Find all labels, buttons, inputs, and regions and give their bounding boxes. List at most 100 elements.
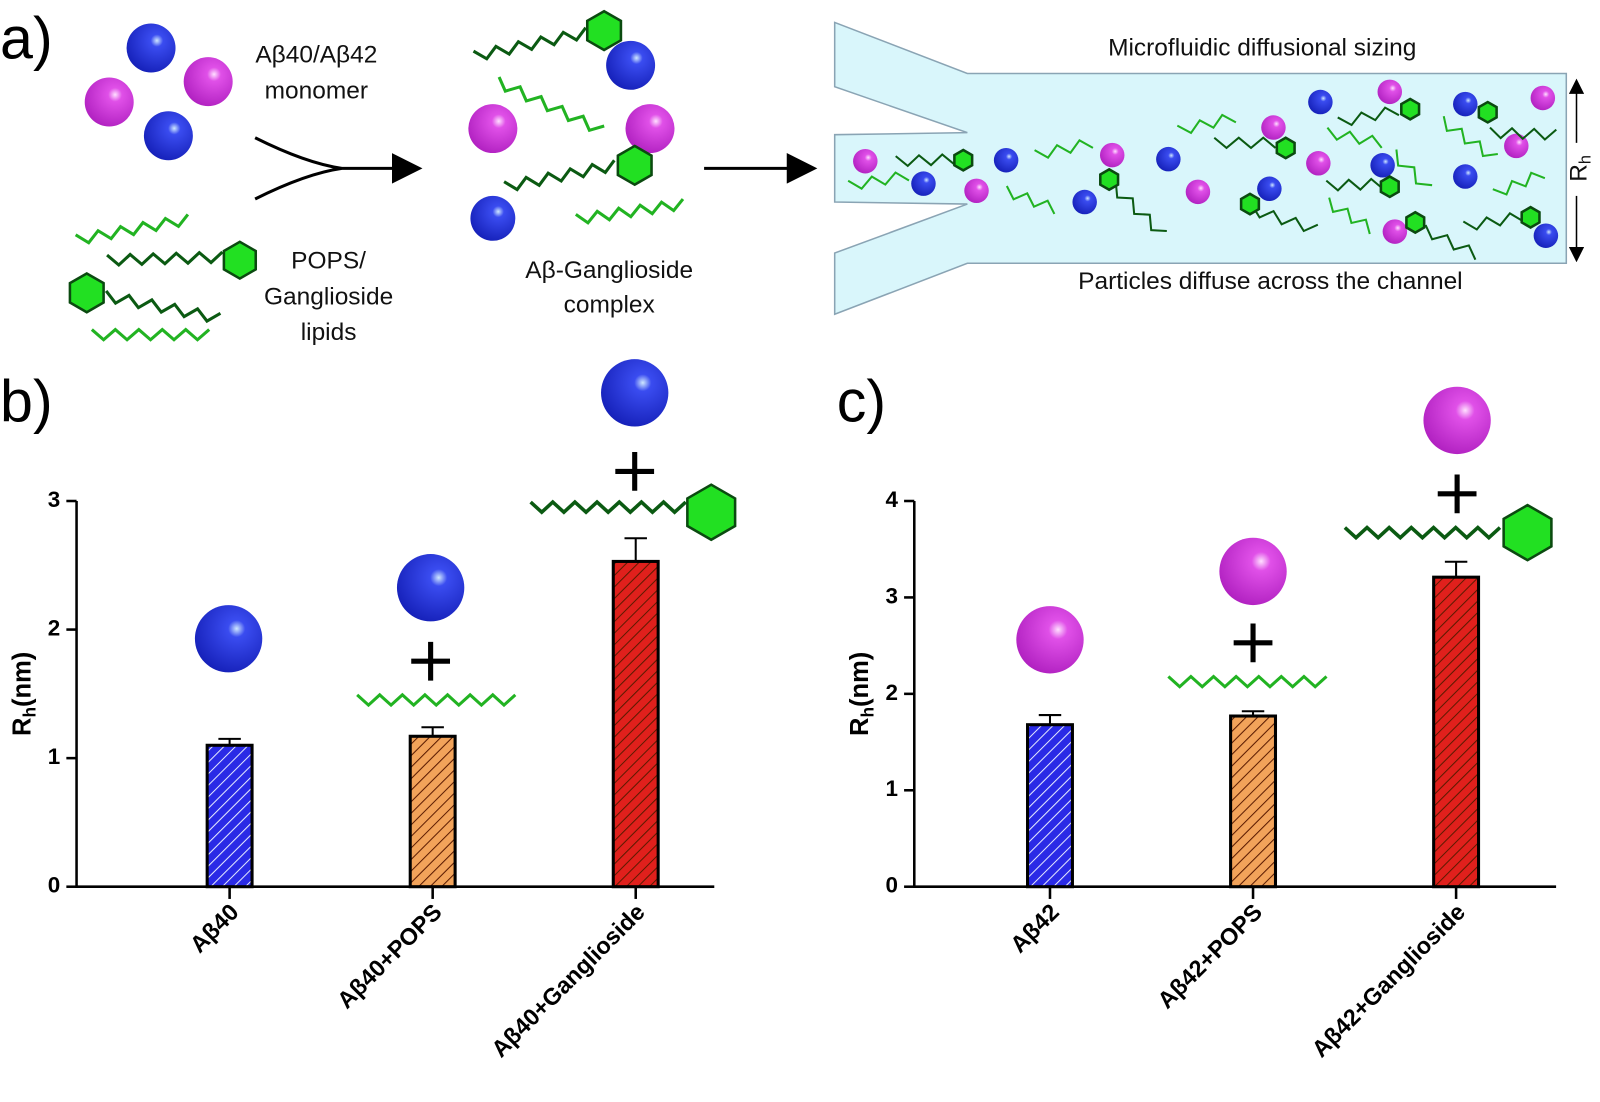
y-tick-label: 0 bbox=[48, 873, 60, 898]
head-group bbox=[1099, 167, 1120, 192]
label: Rh bbox=[1566, 155, 1595, 182]
x-tick-label: Aβ42 bbox=[1005, 899, 1064, 958]
sphere bbox=[911, 171, 936, 196]
sphere bbox=[84, 77, 134, 127]
bar bbox=[1026, 723, 1074, 889]
lipid-tail bbox=[1250, 203, 1319, 233]
head-group bbox=[1520, 205, 1541, 230]
bar bbox=[1432, 575, 1481, 889]
x-tick-label: Aβ42+Ganglioside bbox=[1307, 899, 1471, 1063]
sphere bbox=[601, 359, 669, 427]
lipid-tail bbox=[1176, 113, 1237, 135]
sphere bbox=[470, 195, 516, 241]
head-group bbox=[953, 148, 974, 172]
y-axis-label: Rh(nm) bbox=[846, 652, 877, 736]
y-tick-label: 2 bbox=[48, 615, 60, 640]
y-tick-label: 1 bbox=[48, 744, 60, 769]
sphere bbox=[1257, 176, 1282, 202]
bar bbox=[611, 559, 660, 889]
panel-label: a) bbox=[0, 4, 53, 71]
sphere bbox=[606, 40, 656, 90]
lipid-tail bbox=[1424, 224, 1477, 261]
sphere bbox=[1370, 153, 1395, 178]
lipid-tail bbox=[74, 213, 190, 245]
sphere bbox=[1306, 151, 1331, 176]
bar bbox=[205, 743, 254, 889]
label: h bbox=[1577, 155, 1595, 164]
head-group bbox=[1400, 97, 1421, 121]
sphere bbox=[1156, 146, 1181, 172]
sphere bbox=[853, 148, 878, 174]
sphere bbox=[396, 554, 465, 622]
label: R bbox=[1566, 164, 1593, 182]
label: Aβ-Ganglioside bbox=[525, 257, 693, 284]
lipid-tail bbox=[1325, 177, 1384, 192]
x-tick-label: Aβ40+Ganglioside bbox=[486, 899, 650, 1063]
sphere bbox=[1530, 85, 1556, 111]
sphere bbox=[1377, 79, 1403, 105]
sphere bbox=[1261, 115, 1286, 140]
sphere bbox=[1382, 219, 1408, 244]
x-tick-label: Aβ40 bbox=[185, 899, 244, 958]
sphere bbox=[468, 104, 518, 154]
plus bbox=[1437, 474, 1477, 514]
lipid-tail bbox=[1442, 116, 1498, 158]
sphere bbox=[143, 111, 193, 161]
lipid-tail bbox=[1462, 212, 1524, 231]
y-axis-label: R bbox=[846, 718, 874, 736]
plus bbox=[615, 452, 655, 491]
lipid-tail bbox=[1167, 674, 1328, 689]
lipid-tail bbox=[1489, 126, 1557, 141]
sphere bbox=[993, 147, 1019, 173]
illustrations bbox=[68, 9, 1559, 708]
label: POPS/ bbox=[291, 248, 366, 275]
lipid-tail bbox=[503, 159, 616, 192]
label: Aβ40/Aβ42 bbox=[255, 42, 377, 69]
lipid-tail bbox=[1395, 149, 1433, 187]
lipid-tail bbox=[1213, 136, 1277, 150]
sphere bbox=[1453, 164, 1478, 189]
x-tick-label: Aβ42+POPS bbox=[1152, 899, 1267, 1014]
y-tick-label: 2 bbox=[885, 680, 897, 705]
lipid-tail bbox=[529, 499, 687, 515]
head-group bbox=[686, 483, 737, 542]
y-axis-label: h bbox=[857, 707, 877, 718]
lipid-tail bbox=[497, 76, 605, 133]
y-axis-label: h bbox=[19, 707, 39, 718]
head-group bbox=[1275, 136, 1296, 160]
head-group bbox=[1379, 175, 1400, 199]
head-group bbox=[1477, 100, 1498, 124]
plus bbox=[411, 641, 451, 681]
head-group bbox=[68, 271, 105, 314]
bar bbox=[1229, 714, 1278, 889]
lipid-tail bbox=[472, 26, 587, 61]
panel-label: c) bbox=[837, 368, 886, 435]
sphere bbox=[1016, 606, 1084, 674]
lipid-tail bbox=[574, 198, 685, 225]
lipid-tail bbox=[356, 692, 517, 708]
lipid-tail bbox=[847, 171, 910, 190]
head-group bbox=[1502, 503, 1553, 562]
lipid-tail bbox=[104, 289, 222, 324]
sphere bbox=[1219, 537, 1287, 606]
y-axis-label: R bbox=[8, 718, 36, 736]
label: Microfluidic diffusional sizing bbox=[1108, 34, 1416, 61]
sphere bbox=[1308, 89, 1333, 115]
sphere bbox=[1072, 189, 1097, 215]
head-group bbox=[585, 9, 623, 52]
plus bbox=[1233, 623, 1273, 663]
sphere bbox=[183, 57, 233, 107]
label: Ganglioside bbox=[264, 283, 393, 310]
lipid-tail bbox=[90, 327, 211, 342]
lipid-tail bbox=[1326, 127, 1383, 149]
sphere bbox=[1099, 142, 1125, 168]
bar bbox=[408, 734, 457, 889]
sphere bbox=[1453, 91, 1478, 117]
y-tick-label: 4 bbox=[885, 487, 898, 512]
label: complex bbox=[564, 292, 655, 319]
y-tick-label: 3 bbox=[885, 583, 897, 608]
sphere bbox=[126, 23, 176, 73]
y-tick-label: 1 bbox=[885, 776, 897, 801]
y-axis-label: Rh(nm) bbox=[8, 652, 39, 736]
x-tick-label: Aβ40+POPS bbox=[332, 899, 447, 1014]
